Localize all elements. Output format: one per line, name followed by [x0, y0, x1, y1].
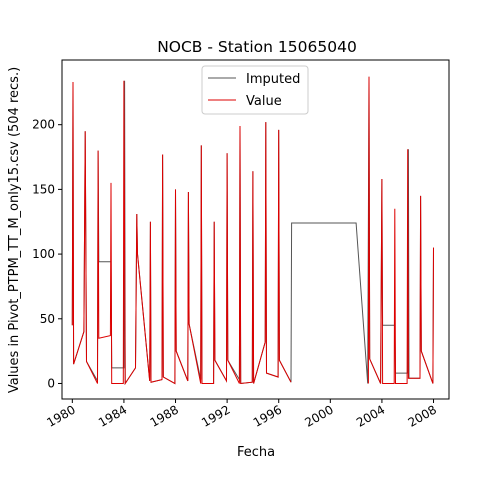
- y-tick-label: 200: [32, 118, 55, 132]
- x-tick-label: 2008: [406, 402, 439, 429]
- chart-title: NOCB - Station 15065040: [157, 38, 357, 56]
- y-tick-label: 50: [40, 312, 55, 326]
- legend-label-value: Value: [246, 94, 282, 109]
- x-tick-label: 1980: [44, 402, 77, 429]
- legend-label-imputed: Imputed: [246, 72, 300, 87]
- y-axis-ticks: 0 50 100 150 200: [32, 118, 62, 390]
- x-tick-label: 1996: [251, 402, 284, 429]
- x-tick-label: 1992: [199, 402, 232, 429]
- x-axis-label: Fecha: [237, 445, 275, 460]
- series-line-value-segment-2: [367, 76, 434, 384]
- y-axis-label: Values in Pivot_PTPM_TT_M_only15.csv (50…: [7, 67, 22, 393]
- x-tick-label: 1984: [96, 402, 129, 429]
- x-axis-ticks: 1980 1984 1988 1992 1996 2000 2004 2008: [44, 399, 439, 430]
- x-tick-label: 2000: [302, 402, 335, 429]
- series-line-value: [71, 80, 292, 386]
- y-tick-label: 0: [47, 376, 55, 390]
- legend: Imputed Value: [201, 65, 309, 115]
- series-layer: [71, 76, 434, 386]
- x-tick-label: 1988: [148, 402, 181, 429]
- x-tick-label: 2004: [354, 402, 387, 429]
- plot-area: [61, 59, 450, 400]
- axes-frame: [61, 59, 450, 400]
- y-tick-label: 100: [32, 247, 55, 261]
- y-tick-label: 150: [32, 182, 55, 196]
